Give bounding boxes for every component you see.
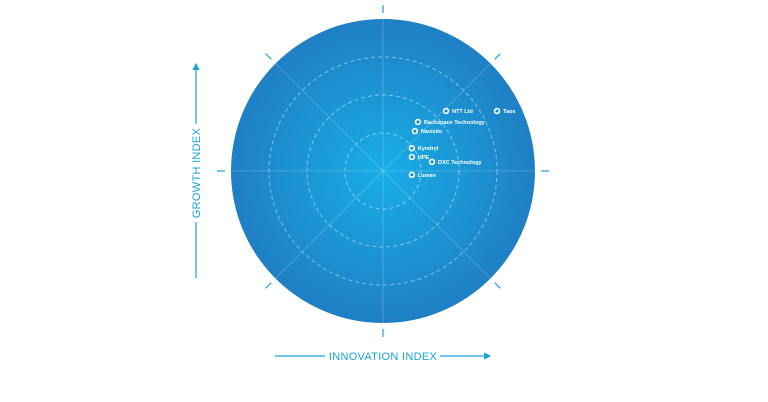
data-point: HPE xyxy=(408,153,430,161)
tick-mark xyxy=(265,282,272,289)
grid-spoke xyxy=(382,170,491,279)
data-point: Lumen xyxy=(408,171,437,179)
point-label: Navisite xyxy=(421,129,442,135)
y-axis-label: GROWTH INDEX xyxy=(191,127,203,218)
tick-mark xyxy=(265,53,272,60)
point-label: HPE xyxy=(418,155,430,161)
grid-ring xyxy=(268,56,498,286)
data-point: Rackspace Technology xyxy=(414,118,486,126)
point-label: NTT Ltd xyxy=(452,109,473,115)
point-label: Taos xyxy=(503,109,515,115)
point-label: Lumen xyxy=(418,173,437,179)
grid-spoke xyxy=(275,170,384,279)
data-point: NTT Ltd xyxy=(442,107,473,115)
tick-mark xyxy=(494,282,501,289)
grid-spoke xyxy=(382,63,491,172)
data-point: Navisite xyxy=(411,127,442,135)
radar-disc xyxy=(231,19,535,323)
grid-ring xyxy=(344,132,422,210)
point-label: Kyndryl xyxy=(418,146,439,152)
point-label: DXC Technology xyxy=(438,160,483,166)
x-axis-label: INNOVATION INDEX xyxy=(329,351,438,363)
grid-ring xyxy=(306,94,460,248)
data-point: Kyndryl xyxy=(408,145,439,152)
point-label: Rackspace Technology xyxy=(424,120,486,126)
data-point: Taos xyxy=(493,107,515,115)
grid-spoke xyxy=(275,63,384,172)
tick-mark xyxy=(494,53,501,60)
data-point: DXC Technology xyxy=(428,158,483,166)
